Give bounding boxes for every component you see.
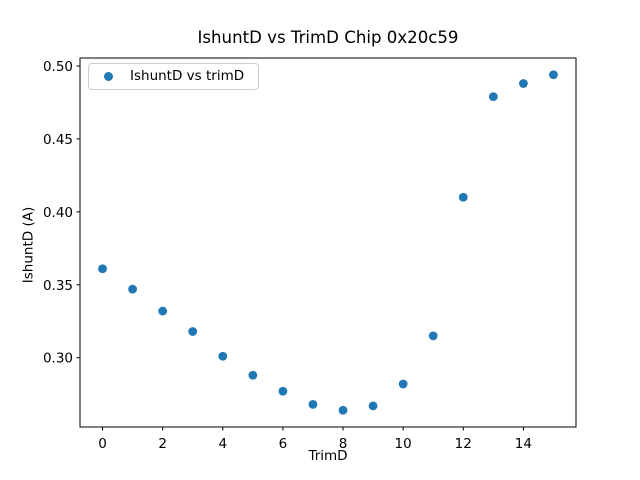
data-point (278, 386, 288, 396)
data-point (218, 351, 228, 361)
y-tick-label: 0.50 (43, 59, 73, 75)
y-tick-label: 0.30 (43, 351, 73, 367)
data-point (158, 306, 168, 316)
chart-title: IshuntD vs TrimD Chip 0x20c59 (197, 28, 459, 47)
y-tick-label: 0.40 (43, 205, 73, 221)
data-point (488, 92, 498, 102)
axes-spines (79, 57, 577, 428)
data-point (98, 264, 107, 274)
data-point (368, 401, 378, 411)
data-point (428, 331, 438, 341)
x-tick-label: 4 (218, 436, 227, 452)
y-tick-label: 0.45 (43, 132, 73, 148)
data-point (549, 70, 558, 80)
data-point (518, 79, 528, 88)
x-tick-label: 6 (279, 436, 288, 452)
data-point (248, 370, 258, 380)
data-point (338, 405, 348, 415)
data-point (458, 192, 468, 202)
data-point (128, 284, 138, 294)
x-tick-label: 12 (455, 436, 472, 452)
x-tick-label: 10 (395, 436, 412, 452)
x-tick-label: 0 (98, 436, 107, 452)
x-tick-label: 8 (339, 436, 348, 452)
legend-marker-icon (104, 72, 113, 81)
data-point (398, 379, 408, 389)
data-point (308, 399, 318, 409)
legend: IshuntD vs trimD (88, 63, 260, 90)
x-axis-label: TrimD (308, 448, 348, 464)
data-point (188, 327, 198, 336)
y-tick-label: 0.35 (43, 278, 73, 294)
legend-label: IshuntD vs trimD (130, 67, 245, 84)
x-tick-label: 14 (515, 436, 532, 452)
x-tick-label: 2 (158, 436, 167, 452)
